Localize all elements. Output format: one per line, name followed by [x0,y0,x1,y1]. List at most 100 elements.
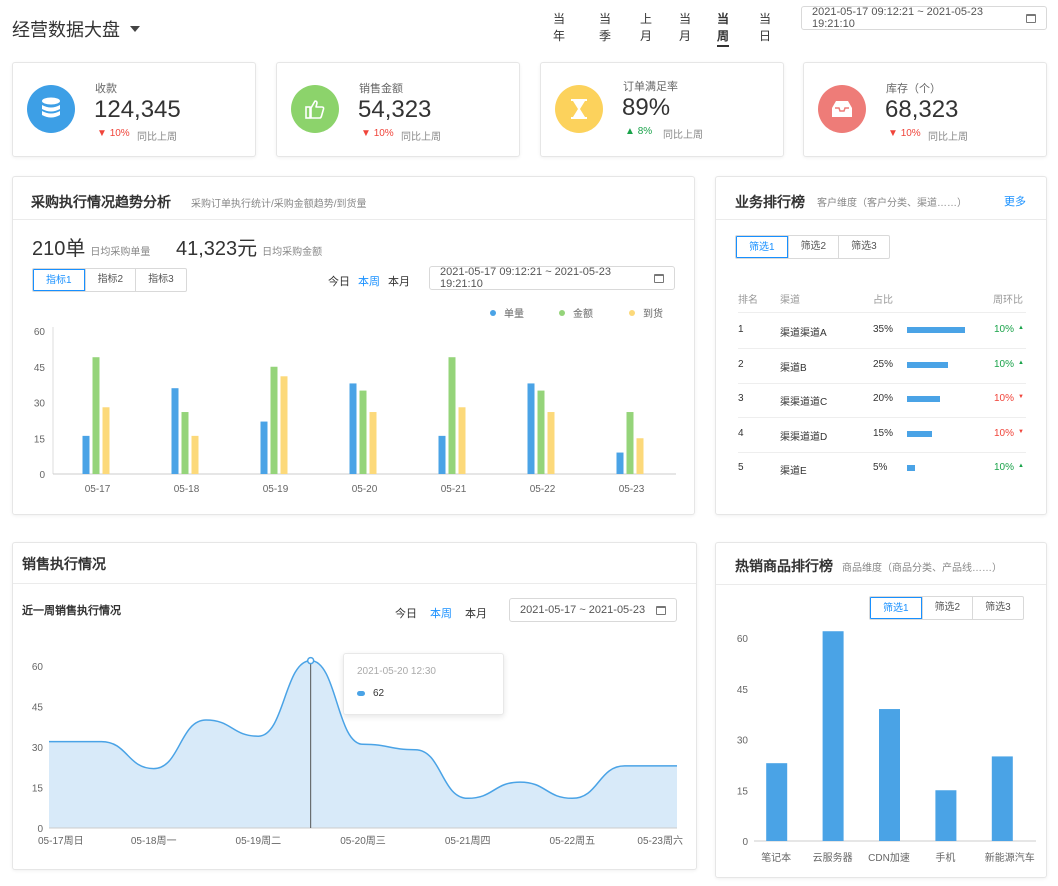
table-row: 5 渠道E 5% 10% ▲ [716,462,1046,482]
kpi-delta: ▲ 8% [625,126,652,137]
change-value: 10% [994,393,1015,404]
kpi-delta-value: 8% [637,126,653,137]
hot-products-bar-chart: 0 15 30 45 60 笔记本 云服务器 CDN加速 手机 新能源汽车 [737,631,1036,864]
divider [13,219,694,220]
time-tab-month[interactable]: 本月 [465,608,487,620]
sales-date-picker[interactable]: 2021-05-17 ~ 2021-05-23 [509,598,677,622]
more-link[interactable]: 更多 [1004,196,1026,208]
tab-filter-1[interactable]: 筛选1 [870,597,922,619]
tab-metric-3[interactable]: 指标3 [135,269,186,291]
row-divider [738,451,1026,453]
tab-metric-1[interactable]: 指标1 [33,269,85,291]
ranking-card: 业务排行榜 客户维度（客户分类、渠道……） 更多 筛选1 筛选2 筛选3 排名 … [715,176,1047,515]
hourglass-icon [555,85,603,133]
tab-filter-2[interactable]: 筛选2 [787,236,839,258]
time-tab-week[interactable]: 本周 [358,276,380,288]
stat-value: 41,323元 [176,238,258,260]
x-tick-label: 笔记本 [761,851,791,864]
legend-dot [559,309,565,316]
kpi-card-receipts: 收款 124,345 ▼ 10% 同比上周 [12,62,256,157]
tab-metric-2[interactable]: 指标2 [84,269,136,291]
y-tick-label: 45 [737,685,749,696]
legend-label: 到货 [643,309,663,320]
row-divider [738,417,1026,418]
stat-value: 210单 [32,238,86,260]
table-row: 2 渠道B 25% 10% ▲ [716,359,1046,379]
tab-filter-2[interactable]: 筛选2 [921,597,973,619]
caret-down-icon[interactable] [130,26,140,32]
page-title[interactable]: 经营数据大盘 [12,16,140,42]
x-tick-label: 05-17 [85,484,111,495]
period-day[interactable]: 当日 [759,12,772,43]
x-tick-label: 手机 [935,851,955,864]
rank-number: 5 [738,462,744,473]
change-value: 10% [994,427,1015,439]
up-arrow-icon: ▲ [1018,359,1024,366]
period-month[interactable]: 当月 [679,12,692,43]
sales-area-chart[interactable]: 0 15 30 45 60 05-17周日 05-18周一 05-19周二 05-20周三 05-… [13,633,696,865]
legend-item-arrival: 到货 [629,305,663,320]
up-arrow-icon: ▲ [1018,325,1024,331]
up-arrow-icon: ▲ [1018,463,1024,469]
purchase-date-picker[interactable]: 2021-05-17 09:12:21 ~ 2021-05-23 19:21:1… [429,266,675,290]
tooltip-value-row: 62 [357,688,384,699]
series-line [48,659,677,800]
bar [766,763,788,841]
y-tick-label: 0 [39,470,45,481]
hot-title: 热销商品排行榜 [735,558,833,574]
hover-point[interactable] [306,656,315,665]
kpi-delta: ▼ 10% [97,128,130,139]
x-tick-label: 05-19周二 [236,835,282,847]
period-last-month[interactable]: 上月 [640,12,653,43]
bar [438,435,446,474]
tab-filter-3[interactable]: 筛选3 [838,236,889,258]
bar [991,756,1013,841]
legend-dot [490,309,496,316]
time-tab-month[interactable]: 本月 [388,276,410,288]
bar [82,435,90,474]
period-year[interactable]: 当年 [553,12,566,43]
bar [458,407,466,474]
column-header-rank: 排名 [738,295,758,306]
share-bar [907,465,916,471]
tab-filter-3[interactable]: 筛选3 [972,597,1023,619]
hot-subtitle: 商品维度（商品分类、产品线……） [842,563,1002,574]
x-tick-label: 05-18 [174,484,200,495]
channel-name: 渠渠道道C [780,397,828,408]
purchase-title: 采购执行情况趋势分析 [31,194,171,210]
share-value: 5% [873,462,888,473]
divider [716,584,1046,585]
period-week[interactable]: 当周 [717,10,730,47]
legend-dot [629,309,635,316]
purchase-stat-amount: 41,323元 日均采购金额 [176,232,322,261]
calendar-icon [1026,13,1036,23]
column-header-channel: 渠道 [780,295,800,306]
metric-tabs: 指标1 指标2 指标3 [32,268,187,292]
kpi-value: 89% [622,94,671,121]
channel-name: 渠道E [780,466,807,477]
kpi-value: 68,323 [885,96,959,123]
x-tick-label: 05-20周三 [340,835,386,847]
sales-date-range: 2021-05-17 ~ 2021-05-23 [520,604,646,616]
time-tab-today[interactable]: 今日 [395,608,417,620]
x-tick-label: 05-23 [619,484,645,495]
purchase-stat-orders: 210单 日均采购单量 [32,232,150,261]
bar [369,412,377,474]
header-date-picker[interactable]: 2021-05-17 09:12:21 ~ 2021-05-23 19:21:1… [801,6,1047,30]
bar [349,383,357,474]
bar [547,412,555,474]
time-tab-week[interactable]: 本周 [430,608,452,620]
period-quarter[interactable]: 当季 [599,12,612,43]
stat-label: 日均采购单量 [90,247,151,258]
tooltip-series-dot [357,691,365,696]
header-date-range: 2021-05-17 09:12:21 ~ 2021-05-23 19:21:1… [812,6,983,30]
purchase-card: 采购执行情况趋势分析 采购订单执行统计/采购金额趋势/到货量 210单 日均采购… [12,176,695,515]
kpi-compare: 同比上周 [928,132,968,143]
x-tick-label: 05-21周四 [445,835,491,847]
time-tab-today[interactable]: 今日 [328,276,350,288]
tab-filter-1[interactable]: 筛选1 [736,236,788,258]
channel-name: 渠道B [780,362,807,374]
y-tick-label: 60 [34,327,46,338]
y-tick-label: 30 [737,736,749,747]
rank-number: 1 [738,324,744,335]
